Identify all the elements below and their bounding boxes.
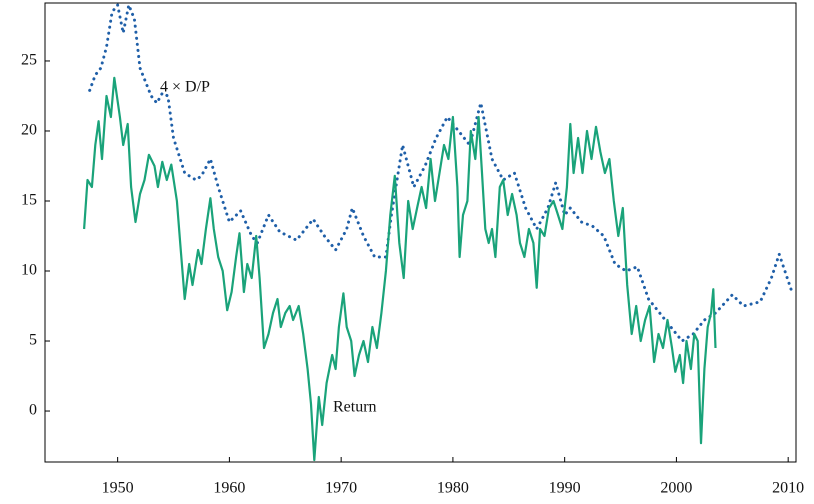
x-tick-label: 1970: [325, 480, 357, 497]
y-tick-label: 25: [21, 52, 37, 69]
y-tick-label: 5: [29, 332, 37, 349]
x-tick-label: 1950: [102, 480, 134, 497]
x-tick-label: 2010: [772, 480, 804, 497]
x-tick-label: 1980: [437, 480, 469, 497]
x-tick-label: 1960: [213, 480, 245, 497]
y-tick-label: 0: [29, 402, 37, 419]
series-line: [83, 76, 717, 462]
plot-frame: [44, 2, 797, 463]
y-tick-label: 20: [21, 122, 37, 139]
series-annotation: 4 × D/P: [160, 79, 210, 96]
series-line: [88, 3, 793, 343]
x-tick-label: 1990: [549, 480, 581, 497]
series-annotation: Return: [333, 399, 377, 416]
y-tick-label: 15: [21, 192, 37, 209]
y-tick-label: 10: [21, 262, 37, 279]
x-tick-label: 2000: [660, 480, 692, 497]
